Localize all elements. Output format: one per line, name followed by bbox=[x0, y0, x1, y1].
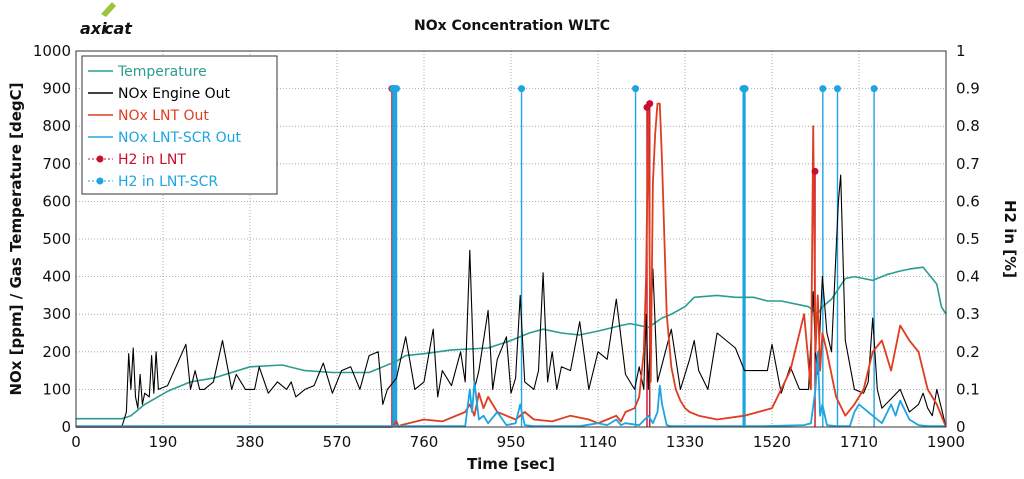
legend-marker bbox=[96, 155, 104, 163]
legend-box bbox=[81, 55, 278, 195]
h2-point bbox=[870, 85, 878, 93]
y-right-tick-label: 0.7 bbox=[956, 155, 980, 173]
h2-point bbox=[819, 85, 827, 93]
y-left-tick-label: 600 bbox=[42, 192, 71, 210]
logo-text-axi: axi bbox=[80, 19, 107, 38]
series-line-nox-lnt-scr-out bbox=[76, 350, 946, 428]
h2-point bbox=[811, 167, 819, 175]
h2-point bbox=[833, 85, 841, 93]
x-tick-label: 0 bbox=[71, 433, 81, 451]
legend-label: NOx Engine Out bbox=[118, 86, 231, 102]
legend-label: H2 in LNT-SCR bbox=[118, 174, 218, 190]
legend-label: NOx LNT Out bbox=[118, 108, 209, 124]
y-right-tick-label: 0.2 bbox=[956, 343, 980, 361]
legend-label: NOx LNT-SCR Out bbox=[118, 130, 242, 146]
y-left-tick-label: 1000 bbox=[33, 42, 71, 60]
x-tick-label: 1330 bbox=[666, 433, 704, 451]
legend-marker bbox=[96, 177, 104, 185]
legend-entry: NOx Engine Out bbox=[88, 86, 231, 102]
x-tick-label: 380 bbox=[236, 433, 265, 451]
series-line-temperature bbox=[76, 266, 947, 420]
legend-label: H2 in LNT bbox=[118, 152, 186, 168]
logo-text-cat: cat bbox=[104, 19, 133, 38]
x-tick-label: 760 bbox=[410, 433, 439, 451]
h2-point bbox=[518, 85, 526, 93]
y-left-tick-label: 300 bbox=[42, 305, 71, 323]
y-right-tick-label: 1 bbox=[956, 42, 966, 60]
x-axis-title: Time [sec] bbox=[467, 455, 555, 473]
legend-entry: Temperature bbox=[88, 64, 207, 80]
y-left-tick-label: 200 bbox=[42, 343, 71, 361]
x-tick-label: 1710 bbox=[840, 433, 878, 451]
y-right-tick-label: 0.9 bbox=[956, 80, 980, 98]
series-h2-in-lnt-scr bbox=[392, 88, 875, 427]
y-left-tick-label: 800 bbox=[42, 117, 71, 135]
y-left-tick-label: 500 bbox=[42, 230, 71, 248]
y-left-tick-label: 100 bbox=[42, 380, 71, 398]
legend-entry: H2 in LNT bbox=[88, 152, 186, 168]
x-tick-label: 1520 bbox=[753, 433, 791, 451]
y-right-tick-label: 0.3 bbox=[956, 305, 980, 323]
tick-labels: 0 190 380 570 760 950 1140 1330 1520 1710 19000100… bbox=[33, 42, 980, 451]
y-right-tick-label: 0.8 bbox=[956, 117, 980, 135]
y-left-tick-label: 0 bbox=[61, 418, 71, 436]
series-layer bbox=[76, 85, 947, 428]
x-tick-label: 190 bbox=[149, 433, 178, 451]
series-line-nox-lnt-out bbox=[76, 102, 947, 428]
y-right-tick-label: 0 bbox=[956, 418, 966, 436]
y-left-tick-label: 400 bbox=[42, 268, 71, 286]
x-tick-label: 1900 bbox=[927, 433, 965, 451]
y-axis-right-title: H2 in [%] bbox=[1001, 200, 1019, 278]
y-left-tick-label: 900 bbox=[42, 80, 71, 98]
x-tick-label: 570 bbox=[323, 433, 352, 451]
h2-point bbox=[741, 85, 749, 93]
legend-entry: NOx LNT Out bbox=[88, 108, 209, 124]
y-right-tick-label: 0.5 bbox=[956, 230, 980, 248]
h2-point bbox=[393, 85, 401, 93]
plot-frame bbox=[75, 50, 947, 428]
legend-entry: H2 in LNT-SCR bbox=[88, 174, 218, 190]
x-tick-label: 1140 bbox=[579, 433, 617, 451]
y-axis-left-title: NOx [ppm] / Gas Temperature [degC] bbox=[7, 82, 25, 395]
y-right-tick-label: 0.1 bbox=[956, 380, 980, 398]
legend-entry: NOx LNT-SCR Out bbox=[88, 130, 242, 146]
legend: Temperature NOx Engine Out NOx LNT Out NOx … bbox=[81, 55, 278, 195]
legend-label: Temperature bbox=[117, 64, 207, 80]
h2-point bbox=[632, 85, 640, 93]
x-tick-label: 950 bbox=[497, 433, 526, 451]
h2-point bbox=[646, 100, 654, 108]
markers-h2-in-lnt-scr bbox=[389, 85, 878, 93]
chart-title: NOx Concentration WLTC bbox=[414, 18, 610, 34]
y-right-tick-label: 0.6 bbox=[956, 192, 980, 210]
y-right-tick-label: 0.4 bbox=[956, 268, 980, 286]
axicat-logo: axi cat bbox=[80, 2, 133, 38]
y-left-tick-label: 700 bbox=[42, 155, 71, 173]
